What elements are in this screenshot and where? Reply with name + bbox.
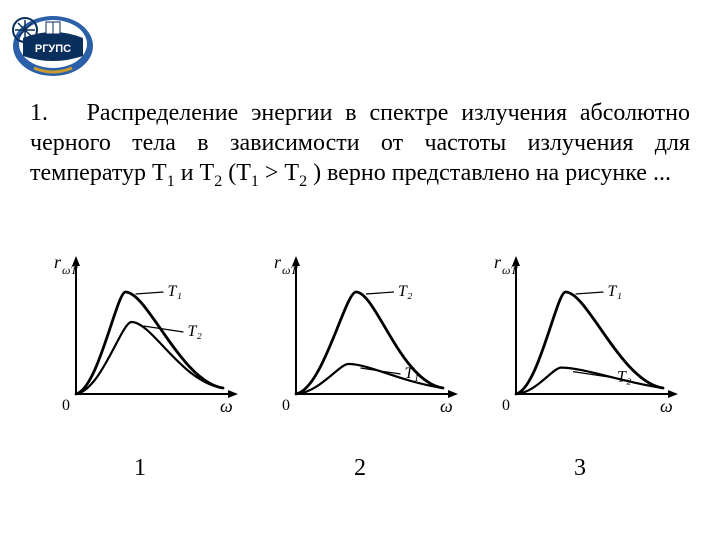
svg-text:T₂: T₂ <box>398 283 413 300</box>
question-number: 1. <box>30 100 48 126</box>
question-body-1: Распределение энергии в спектре излучени… <box>87 100 567 126</box>
svg-text:ωT: ωT <box>282 263 298 277</box>
svg-text:r: r <box>54 252 62 272</box>
sub-2b: 2 <box>299 173 307 190</box>
sub-1b: 1 <box>251 173 259 190</box>
question-body-3e: ) верно <box>307 160 386 186</box>
svg-text:T₂: T₂ <box>617 369 632 386</box>
university-logo: РГУПС <box>8 8 98 78</box>
svg-text:T₁: T₁ <box>608 283 622 300</box>
svg-text:ωT: ωT <box>62 263 78 277</box>
option-numbers-row: 1 2 3 <box>30 455 690 482</box>
svg-text:0: 0 <box>62 397 70 414</box>
svg-text:ω: ω <box>220 396 233 416</box>
sub-2: 2 <box>214 173 222 190</box>
chart-2: rωT ω 0 T₂ T₁ <box>260 248 460 418</box>
svg-text:T₁: T₁ <box>168 283 182 300</box>
charts-row: rωTω0T₁T₂ rωTω0T₂T₁ rωTω0T₁T₂ <box>30 248 690 418</box>
question-body-4: представлено на рисунке ... <box>392 160 671 186</box>
sub-1: 1 <box>167 173 175 190</box>
svg-text:0: 0 <box>282 397 290 414</box>
svg-text:r: r <box>494 252 502 272</box>
question-text: 1. Распределение энергии в спектре излуч… <box>30 98 690 192</box>
svg-text:РГУПС: РГУПС <box>35 43 71 55</box>
question-body-3b: и Т <box>175 160 215 186</box>
svg-text:ωT: ωT <box>502 263 518 277</box>
svg-text:ω: ω <box>660 396 673 416</box>
option-number-3: 3 <box>480 455 680 482</box>
option-number-1: 1 <box>40 455 240 482</box>
svg-text:0: 0 <box>502 397 510 414</box>
svg-text:T₁: T₁ <box>405 365 419 382</box>
svg-text:ω: ω <box>440 396 453 416</box>
svg-text:r: r <box>274 252 282 272</box>
svg-text:T₂: T₂ <box>188 323 203 340</box>
chart-3: rωT ω 0 T₁ T₂ <box>480 248 680 418</box>
question-body-3d: > Т <box>259 160 299 186</box>
question-body-3c: (Т <box>222 160 251 186</box>
option-number-2: 2 <box>260 455 460 482</box>
chart-1: rωT ω 0 T₁ T₂ <box>40 248 240 418</box>
